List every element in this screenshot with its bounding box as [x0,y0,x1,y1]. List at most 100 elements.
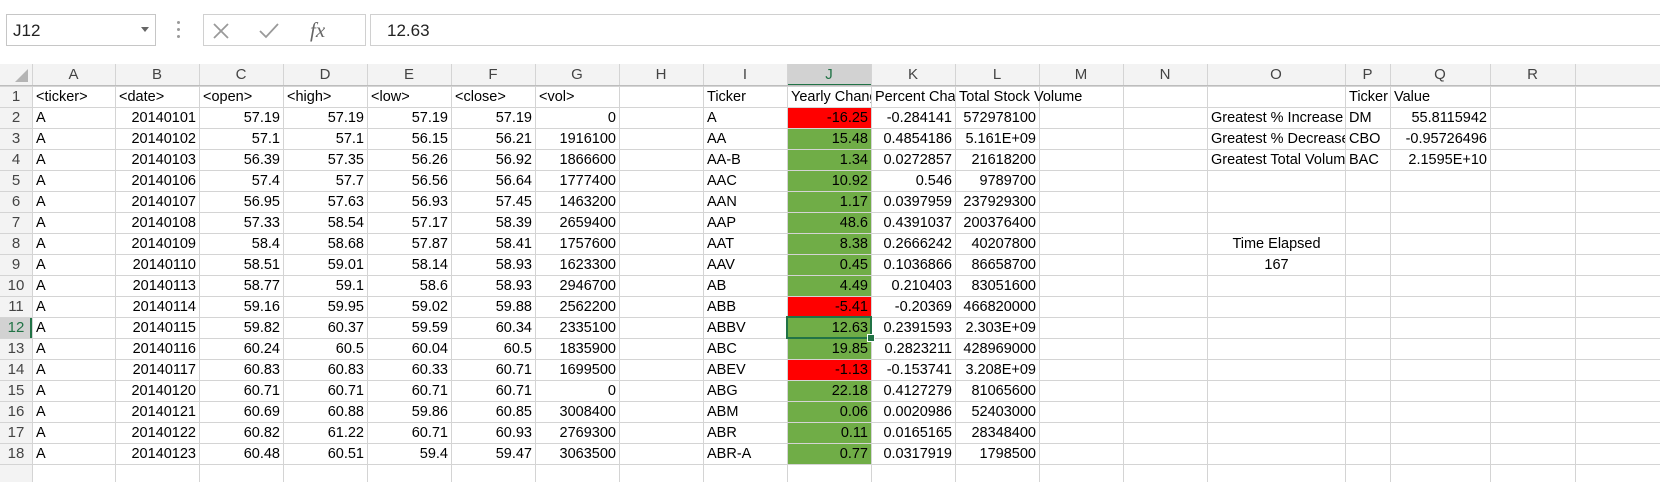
cell-j4[interactable]: 1.34 [788,150,871,170]
cell-j3[interactable]: 15.48 [788,129,871,149]
cell-l12[interactable]: 2.303E+09 [965,320,1036,336]
cell-b16[interactable]: 20140121 [131,404,196,420]
cell-q2[interactable]: 55.8115942 [1411,110,1487,126]
column-header-k[interactable]: K [907,66,918,83]
cell-e4[interactable]: 56.26 [411,152,448,168]
cell-a5[interactable]: A [36,173,46,189]
cell-c15[interactable]: 60.71 [243,383,280,399]
cell-b14[interactable]: 20140117 [132,362,196,378]
cell-g15[interactable]: 0 [607,383,616,399]
cell-b3[interactable]: 20140102 [131,131,196,147]
cell-j15[interactable]: 22.18 [788,381,871,401]
cell-k6[interactable]: 0.0397959 [883,194,952,210]
cell-j16[interactable]: 0.06 [788,402,871,422]
cell-o2[interactable]: Greatest % Increase [1211,110,1344,126]
cell-b4[interactable]: 20140103 [131,152,196,168]
cell-g12[interactable]: 2335100 [559,320,616,336]
cell-c1[interactable]: <open> [203,89,253,105]
cell-j13[interactable]: 19.85 [788,339,871,359]
cell-f5[interactable]: 56.64 [495,173,532,189]
cell-c6[interactable]: 56.95 [243,194,280,210]
cell-i11[interactable]: ABB [707,299,737,315]
cell-c3[interactable]: 57.1 [251,131,280,147]
cell-i5[interactable]: AAC [707,173,737,189]
cell-i8[interactable]: AAT [707,236,735,252]
cell-j18[interactable]: 0.77 [788,444,871,464]
cell-e15[interactable]: 60.71 [411,383,448,399]
cell-d10[interactable]: 59.1 [335,278,364,294]
cell-g6[interactable]: 1463200 [559,194,616,210]
cell-k11[interactable]: -0.20369 [894,299,952,315]
cell-c14[interactable]: 60.83 [243,362,280,378]
cell-e18[interactable]: 59.4 [419,446,448,462]
cell-i10[interactable]: AB [707,278,727,294]
cell-k8[interactable]: 0.2666242 [883,236,952,252]
cell-e11[interactable]: 59.02 [411,299,448,315]
cell-l8[interactable]: 40207800 [971,236,1036,252]
row-header-6[interactable]: 6 [11,193,21,210]
name-box[interactable]: J12 [6,14,156,46]
cell-i18[interactable]: ABR-A [707,446,752,462]
cell-b9[interactable]: 20140110 [132,257,196,273]
row-header-10[interactable]: 10 [7,277,25,294]
row-header-1[interactable]: 1 [11,88,21,105]
cell-b2[interactable]: 20140101 [131,110,196,126]
cell-d5[interactable]: 57.7 [335,173,364,189]
cell-e17[interactable]: 60.71 [411,425,448,441]
cell-c4[interactable]: 56.39 [243,152,280,168]
cell-a16[interactable]: A [36,404,46,420]
fill-handle[interactable] [867,334,875,342]
cell-q1[interactable]: Value [1394,89,1431,105]
cell-o8[interactable]: Time Elapsed [1232,236,1321,252]
cell-q3[interactable]: -0.95726496 [1405,131,1487,147]
cell-l17[interactable]: 28348400 [971,425,1036,441]
cell-b12[interactable]: 20140115 [132,320,196,336]
cell-i6[interactable]: AAN [707,194,737,210]
row-header-4[interactable]: 4 [11,151,21,168]
cell-g14[interactable]: 1699500 [559,362,616,378]
cell-i4[interactable]: AA-B [707,152,741,168]
cell-o3[interactable]: Greatest % Decrease [1211,131,1345,147]
row-header-5[interactable]: 5 [11,172,21,189]
cell-p4[interactable]: BAC [1349,152,1379,168]
cell-i7[interactable]: AAP [707,215,737,231]
cell-e14[interactable]: 60.33 [411,362,448,378]
cell-l3[interactable]: 5.161E+09 [965,131,1036,147]
cell-d9[interactable]: 59.01 [327,257,364,273]
row-header-8[interactable]: 8 [11,235,21,252]
cell-l11[interactable]: 466820000 [963,299,1036,315]
cell-j5[interactable]: 10.92 [788,171,871,191]
cell-l9[interactable]: 86658700 [971,257,1036,273]
row-header-11[interactable]: 11 [8,298,24,315]
cell-b5[interactable]: 20140106 [131,173,196,189]
cell-f11[interactable]: 59.88 [495,299,532,315]
column-header-h[interactable]: H [655,66,667,83]
column-header-d[interactable]: D [319,66,331,83]
cell-d4[interactable]: 57.35 [327,152,364,168]
column-header-r[interactable]: R [1527,66,1538,83]
cell-a17[interactable]: A [36,425,46,441]
row-header-7[interactable]: 7 [11,214,21,231]
cell-k17[interactable]: 0.0165165 [883,425,952,441]
cell-e3[interactable]: 56.15 [411,131,448,147]
cell-j8[interactable]: 8.38 [788,234,871,254]
cell-j1[interactable]: Yearly Change [791,89,871,105]
function-icon[interactable]: fx [310,18,326,42]
column-header-c[interactable]: C [235,66,247,83]
cell-g2[interactable]: 0 [607,110,616,126]
cell-l10[interactable]: 83051600 [971,278,1036,294]
cell-b1[interactable]: <date> [119,89,165,105]
cell-d14[interactable]: 60.83 [327,362,364,378]
cell-j17[interactable]: 0.11 [788,423,871,443]
column-header-p[interactable]: P [1362,66,1373,83]
cell-f12[interactable]: 60.34 [495,320,532,336]
cell-i13[interactable]: ABC [707,341,737,357]
cell-d7[interactable]: 58.54 [327,215,364,231]
cell-c7[interactable]: 57.33 [243,215,280,231]
cell-p1[interactable]: Ticker [1349,89,1388,105]
column-header-g[interactable]: G [571,66,583,83]
column-header-b[interactable]: B [151,66,162,83]
cell-l7[interactable]: 200376400 [963,215,1036,231]
cell-l16[interactable]: 52403000 [971,404,1036,420]
cell-k4[interactable]: 0.0272857 [883,152,952,168]
